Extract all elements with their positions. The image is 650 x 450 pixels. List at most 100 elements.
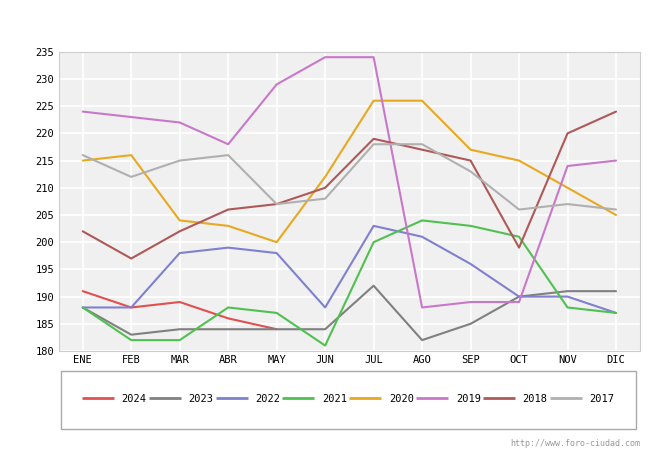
2024 (176, 299, 183, 305)
Line: 2024: 2024 (83, 291, 277, 329)
2022 (321, 305, 329, 310)
2019 (224, 142, 232, 147)
2020 (273, 239, 281, 245)
2020 (515, 158, 523, 163)
2019 (515, 299, 523, 305)
Line: 2023: 2023 (83, 286, 616, 340)
2023 (564, 288, 571, 294)
2019 (321, 54, 329, 60)
2023 (467, 321, 474, 327)
2022 (418, 234, 426, 239)
2024 (127, 305, 135, 310)
2023 (224, 327, 232, 332)
2018 (612, 109, 620, 114)
2021 (273, 310, 281, 315)
Line: 2021: 2021 (83, 220, 616, 346)
2021 (418, 218, 426, 223)
2023 (321, 327, 329, 332)
2019 (127, 114, 135, 120)
2017 (515, 207, 523, 212)
2017 (418, 142, 426, 147)
2023 (273, 327, 281, 332)
2023 (79, 305, 86, 310)
Line: 2017: 2017 (83, 144, 616, 210)
2021 (515, 234, 523, 239)
2019 (418, 305, 426, 310)
2020 (564, 185, 571, 190)
Text: 2022: 2022 (255, 394, 280, 405)
Text: Afiliados en Padrenda a 31/5/2024: Afiliados en Padrenda a 31/5/2024 (160, 14, 490, 33)
Text: 2021: 2021 (322, 394, 347, 405)
2022 (224, 245, 232, 250)
2018 (418, 147, 426, 153)
2021 (79, 305, 86, 310)
2019 (176, 120, 183, 125)
2017 (321, 196, 329, 201)
2021 (564, 305, 571, 310)
Text: http://www.foro-ciudad.com: http://www.foro-ciudad.com (510, 439, 640, 448)
2018 (79, 229, 86, 234)
2017 (370, 142, 378, 147)
2017 (79, 153, 86, 158)
Line: 2019: 2019 (83, 57, 616, 307)
2023 (370, 283, 378, 288)
2024 (273, 327, 281, 332)
2022 (79, 305, 86, 310)
2018 (224, 207, 232, 212)
2022 (370, 223, 378, 229)
2020 (418, 98, 426, 104)
2023 (418, 338, 426, 343)
2018 (467, 158, 474, 163)
2018 (564, 130, 571, 136)
2020 (612, 212, 620, 218)
2017 (224, 153, 232, 158)
2022 (564, 294, 571, 299)
2024 (79, 288, 86, 294)
Line: 2022: 2022 (83, 226, 616, 313)
Text: 2017: 2017 (590, 394, 615, 405)
2018 (127, 256, 135, 261)
2017 (564, 202, 571, 207)
2024 (224, 315, 232, 321)
2021 (467, 223, 474, 229)
2017 (127, 174, 135, 180)
2018 (515, 245, 523, 250)
2020 (321, 174, 329, 180)
Line: 2018: 2018 (83, 112, 616, 258)
Text: 2023: 2023 (188, 394, 213, 405)
2017 (273, 202, 281, 207)
2022 (127, 305, 135, 310)
2021 (370, 239, 378, 245)
2022 (467, 261, 474, 267)
2020 (467, 147, 474, 153)
Text: 2019: 2019 (456, 394, 481, 405)
2023 (127, 332, 135, 338)
2017 (467, 169, 474, 174)
2020 (370, 98, 378, 104)
Bar (61, 371, 636, 429)
2019 (273, 82, 281, 87)
2020 (224, 223, 232, 229)
2023 (515, 294, 523, 299)
2020 (79, 158, 86, 163)
2017 (176, 158, 183, 163)
Text: 2020: 2020 (389, 394, 414, 405)
2019 (79, 109, 86, 114)
2021 (224, 305, 232, 310)
2022 (273, 250, 281, 256)
2020 (176, 218, 183, 223)
2019 (564, 163, 571, 169)
2023 (176, 327, 183, 332)
2022 (612, 310, 620, 315)
2020 (127, 153, 135, 158)
Text: 2024: 2024 (122, 394, 146, 405)
2021 (612, 310, 620, 315)
2021 (176, 338, 183, 343)
2019 (612, 158, 620, 163)
2021 (321, 343, 329, 348)
2018 (370, 136, 378, 141)
Line: 2020: 2020 (83, 101, 616, 242)
2019 (467, 299, 474, 305)
2023 (612, 288, 620, 294)
2019 (370, 54, 378, 60)
